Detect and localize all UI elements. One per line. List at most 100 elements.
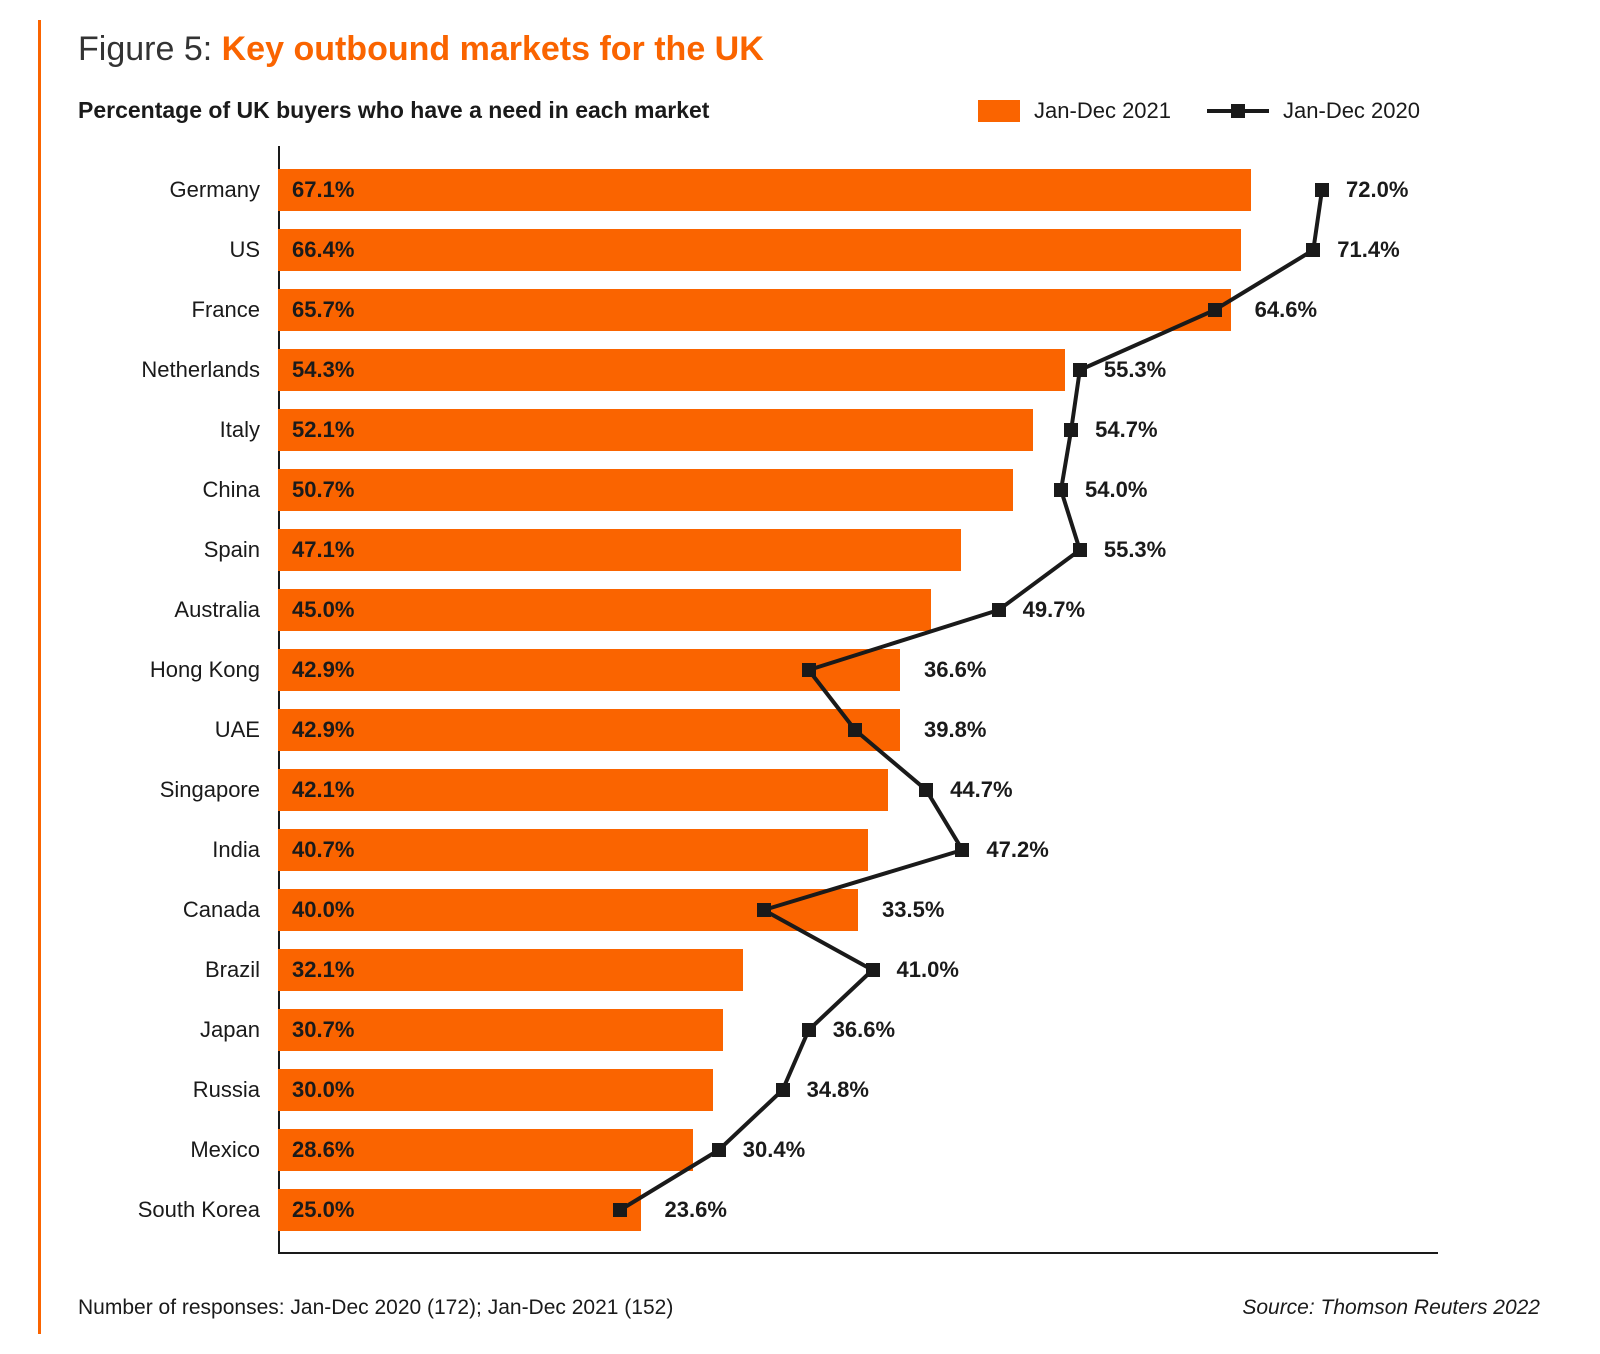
bar-value-label: 42.9% xyxy=(292,717,354,743)
left-rule xyxy=(38,20,41,1334)
source: Source: Thomson Reuters 2022 xyxy=(1242,1296,1540,1320)
line-marker xyxy=(866,963,880,977)
category-label: Australia xyxy=(174,597,278,623)
line-value-label: 23.6% xyxy=(665,1197,727,1223)
bar-value-label: 65.7% xyxy=(292,297,354,323)
legend-item-bar: Jan-Dec 2021 xyxy=(978,98,1171,124)
bar xyxy=(278,589,931,631)
bar-value-label: 67.1% xyxy=(292,177,354,203)
bar-value-label: 32.1% xyxy=(292,957,354,983)
line-value-label: 72.0% xyxy=(1346,177,1408,203)
line-marker xyxy=(613,1203,627,1217)
chart-row: Germany67.1% xyxy=(278,169,1438,211)
chart-row: Hong Kong42.9% xyxy=(278,649,1438,691)
bar-value-label: 42.9% xyxy=(292,657,354,683)
category-label: Germany xyxy=(170,177,278,203)
category-label: Italy xyxy=(220,417,278,443)
category-label: China xyxy=(203,477,278,503)
line-marker xyxy=(919,783,933,797)
bar xyxy=(278,169,1251,211)
bar-value-label: 42.1% xyxy=(292,777,354,803)
bar xyxy=(278,289,1231,331)
line-value-label: 54.7% xyxy=(1095,417,1157,443)
line-value-label: 54.0% xyxy=(1085,477,1147,503)
figure-title-text: Key outbound markets for the UK xyxy=(222,30,764,68)
chart-row: India40.7% xyxy=(278,829,1438,871)
bar-value-label: 30.0% xyxy=(292,1077,354,1103)
legend-label-line: Jan-Dec 2020 xyxy=(1283,98,1420,124)
line-marker xyxy=(757,903,771,917)
line-value-label: 39.8% xyxy=(924,717,986,743)
category-label: France xyxy=(192,297,278,323)
bar xyxy=(278,769,888,811)
bar-value-label: 30.7% xyxy=(292,1017,354,1043)
legend-swatch-line xyxy=(1207,100,1269,122)
category-label: Russia xyxy=(193,1077,278,1103)
legend: Jan-Dec 2021 Jan-Dec 2020 xyxy=(978,98,1540,124)
line-value-label: 55.3% xyxy=(1104,357,1166,383)
category-label: India xyxy=(212,837,278,863)
line-marker xyxy=(802,663,816,677)
footnote: Number of responses: Jan-Dec 2020 (172);… xyxy=(78,1296,673,1320)
category-label: Spain xyxy=(204,537,278,563)
bar xyxy=(278,469,1013,511)
line-marker xyxy=(1208,303,1222,317)
line-marker xyxy=(1073,363,1087,377)
line-value-label: 64.6% xyxy=(1255,297,1317,323)
bar xyxy=(278,229,1241,271)
chart-row: Italy52.1% xyxy=(278,409,1438,451)
figure-content: Figure 5: Key outbound markets for the U… xyxy=(78,30,1540,1254)
line-value-label: 71.4% xyxy=(1337,237,1399,263)
category-label: Brazil xyxy=(205,957,278,983)
line-value-label: 47.2% xyxy=(986,837,1048,863)
chart-row: Brazil32.1% xyxy=(278,949,1438,991)
bar-value-label: 50.7% xyxy=(292,477,354,503)
chart-row: Canada40.0% xyxy=(278,889,1438,931)
figure-page: Figure 5: Key outbound markets for the U… xyxy=(0,0,1600,1354)
legend-label-bar: Jan-Dec 2021 xyxy=(1034,98,1171,124)
bar xyxy=(278,889,858,931)
line-value-label: 44.7% xyxy=(950,777,1012,803)
bar-value-label: 47.1% xyxy=(292,537,354,563)
bar-value-label: 40.7% xyxy=(292,837,354,863)
chart-row: South Korea25.0% xyxy=(278,1189,1438,1231)
bar xyxy=(278,409,1033,451)
line-marker xyxy=(955,843,969,857)
chart-row: Netherlands54.3% xyxy=(278,349,1438,391)
bar-value-label: 52.1% xyxy=(292,417,354,443)
line-marker xyxy=(712,1143,726,1157)
x-axis xyxy=(278,1252,1438,1254)
line-value-label: 36.6% xyxy=(924,657,986,683)
line-value-label: 33.5% xyxy=(882,897,944,923)
line-marker xyxy=(776,1083,790,1097)
line-marker xyxy=(1073,543,1087,557)
bar-value-label: 66.4% xyxy=(292,237,354,263)
bar-chart: Germany67.1%US66.4%France65.7%Netherland… xyxy=(278,146,1438,1254)
bar-value-label: 54.3% xyxy=(292,357,354,383)
category-label: Netherlands xyxy=(141,357,278,383)
line-value-label: 49.7% xyxy=(1023,597,1085,623)
bar-value-label: 28.6% xyxy=(292,1137,354,1163)
chart-row: Australia45.0% xyxy=(278,589,1438,631)
line-marker xyxy=(1054,483,1068,497)
line-path xyxy=(620,190,1322,1210)
line-marker xyxy=(1064,423,1078,437)
line-value-label: 41.0% xyxy=(897,957,959,983)
chart-row: Spain47.1% xyxy=(278,529,1438,571)
line-value-label: 34.8% xyxy=(807,1077,869,1103)
bar xyxy=(278,709,900,751)
legend-item-line: Jan-Dec 2020 xyxy=(1207,98,1420,124)
chart-row: US66.4% xyxy=(278,229,1438,271)
line-marker xyxy=(802,1023,816,1037)
figure-subtitle: Percentage of UK buyers who have a need … xyxy=(78,97,709,124)
line-marker xyxy=(992,603,1006,617)
line-value-label: 36.6% xyxy=(833,1017,895,1043)
line-marker xyxy=(848,723,862,737)
line-marker xyxy=(1306,243,1320,257)
category-label: Mexico xyxy=(190,1137,278,1163)
bar xyxy=(278,829,868,871)
category-label: Singapore xyxy=(160,777,278,803)
category-label: Canada xyxy=(183,897,278,923)
bar-value-label: 45.0% xyxy=(292,597,354,623)
chart-wrap: Germany67.1%US66.4%France65.7%Netherland… xyxy=(78,146,1540,1254)
